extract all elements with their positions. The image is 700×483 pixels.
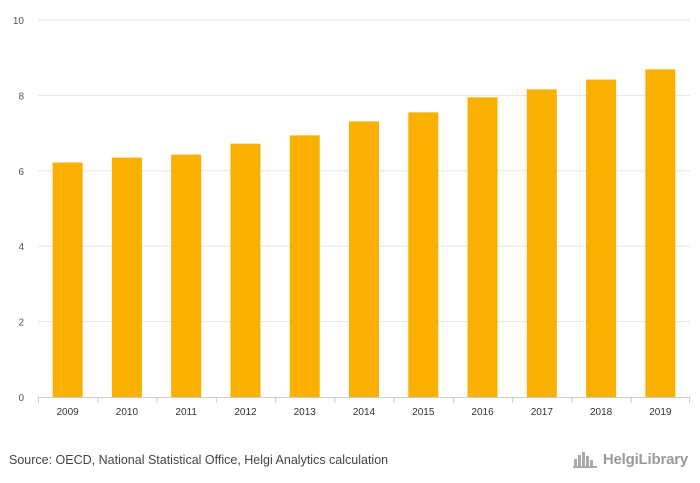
y-tick-label: 6 [18,167,24,178]
y-tick-label: 4 [18,242,24,253]
y-tick-label: 8 [18,91,24,102]
brand-logo[interactable]: HelgiLibrary [572,450,688,468]
bar-chart: 0 2 4 6 8 10 2009 2010 2011 2012 2013 2014 2015 2016… [13,16,690,418]
x-tick-label: 2010 [116,407,139,418]
bars [52,69,676,398]
bar-2011[interactable] [171,154,202,397]
y-tick-label: 10 [13,16,25,27]
source-note: Source: OECD, National Statistical Offic… [9,453,389,467]
x-tick-label: 2019 [649,407,672,418]
y-tick-label: 2 [18,318,24,329]
bar-2016[interactable] [467,97,498,397]
x-tick-label: 2016 [471,407,494,418]
x-tick-label: 2017 [531,407,554,418]
x-axis: 2009 2010 2011 2012 2013 2014 2015 2016 2017 2018… [38,397,690,418]
y-tick-label: 0 [18,393,24,404]
y-axis-ticks: 0 2 4 6 8 10 [13,16,25,404]
x-tick-label: 2013 [294,407,317,418]
x-tick-label: 2009 [57,407,80,418]
bar-2017[interactable] [526,89,557,398]
x-tick-label: 2018 [590,407,613,418]
city-skyline-icon [572,452,597,468]
bar-2013[interactable] [289,135,320,397]
brand-name: HelgiLibrary [602,450,688,468]
bar-2010[interactable] [111,157,142,397]
x-tick-label: 2012 [234,407,257,418]
x-tick-label: 2011 [175,407,197,418]
bar-2009[interactable] [52,162,83,397]
x-tick-label: 2014 [353,407,376,418]
bar-2015[interactable] [408,112,439,398]
chart-footer: Source: OECD, National Statistical Offic… [0,441,700,483]
bar-2018[interactable] [586,79,617,397]
bar-2019[interactable] [645,69,676,398]
bar-2014[interactable] [349,121,379,398]
bar-2012[interactable] [230,143,261,397]
x-tick-label: 2015 [412,407,435,418]
